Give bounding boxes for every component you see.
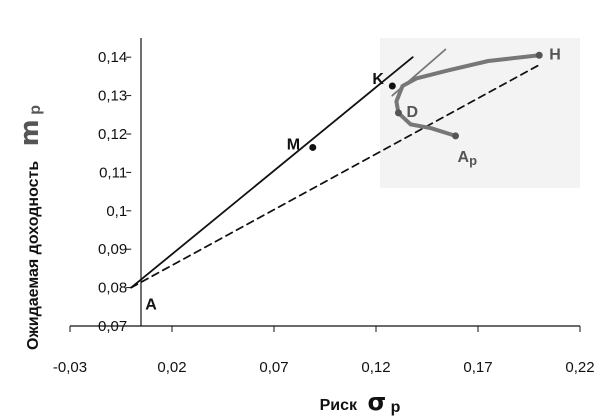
x-ticks: -0,03 0,02 0,07 0,12 0,17 0,22: [53, 326, 595, 376]
y-tick-label: 0,14: [98, 49, 127, 66]
series-line-4: [394, 53, 542, 138]
x-tick-label: 0,02: [157, 359, 186, 376]
point-marker-m: [309, 143, 317, 151]
point-label-text: M: [287, 136, 300, 153]
point-label-text: H: [549, 46, 561, 63]
point-label-ap: Ap: [458, 149, 478, 168]
y-tick-label: 0,09: [98, 241, 127, 258]
series-layer: [130, 48, 542, 289]
point-label-m: M: [287, 136, 300, 153]
y-tick-label: 0,11: [99, 164, 127, 181]
x-tick-label: -0,03: [53, 359, 87, 376]
point-label-a: A: [145, 297, 157, 314]
x-axis-subscript: p: [391, 399, 401, 416]
y-tick-label: 0,07: [98, 318, 127, 335]
y-axis-title-text: Ожидаемая доходность: [25, 161, 42, 350]
x-axis-title-text: Риск: [320, 397, 358, 414]
x-axis-symbol: σ: [367, 388, 386, 416]
axes: [70, 38, 580, 327]
x-tick-label: 0,17: [463, 359, 492, 376]
y-tick-label: 0,08: [98, 280, 127, 297]
point-marker-ap: [452, 132, 460, 140]
y-tick-label: 0,13: [98, 88, 127, 105]
y-ticks: 0,07 0,08 0,09 0,1 0,11 0,12 0,13 0,14: [98, 49, 132, 335]
y-axis-symbol: m: [15, 119, 45, 146]
point-marker-d: [394, 109, 402, 117]
point-marker-h: [535, 51, 543, 59]
point-marker-k: [388, 82, 396, 90]
point-label-k: K: [372, 71, 384, 88]
x-tick-label: 0,22: [565, 359, 594, 376]
point-label-text: K: [372, 71, 384, 88]
y-axis-title: Ожидаемая доходность m p: [15, 105, 45, 350]
point-label-text: A: [458, 149, 470, 166]
x-tick-label: 0,12: [361, 359, 390, 376]
x-axis-title: Риск σ p: [320, 388, 401, 416]
y-tick-label: 0,12: [98, 126, 127, 143]
y-axis-subscript: p: [27, 105, 44, 115]
point-label-text: D: [406, 104, 418, 121]
series-line-3: [130, 64, 541, 289]
series-line-1: [130, 56, 414, 289]
point-label-text: A: [145, 297, 157, 314]
x-tick-label: 0,07: [259, 359, 288, 376]
point-label-h: H: [549, 46, 561, 63]
y-tick-label: 0,1: [106, 203, 127, 220]
points-layer: A M K D Ap H: [145, 46, 561, 313]
point-label-subscript: p: [469, 153, 477, 168]
point-label-d: D: [406, 104, 418, 121]
